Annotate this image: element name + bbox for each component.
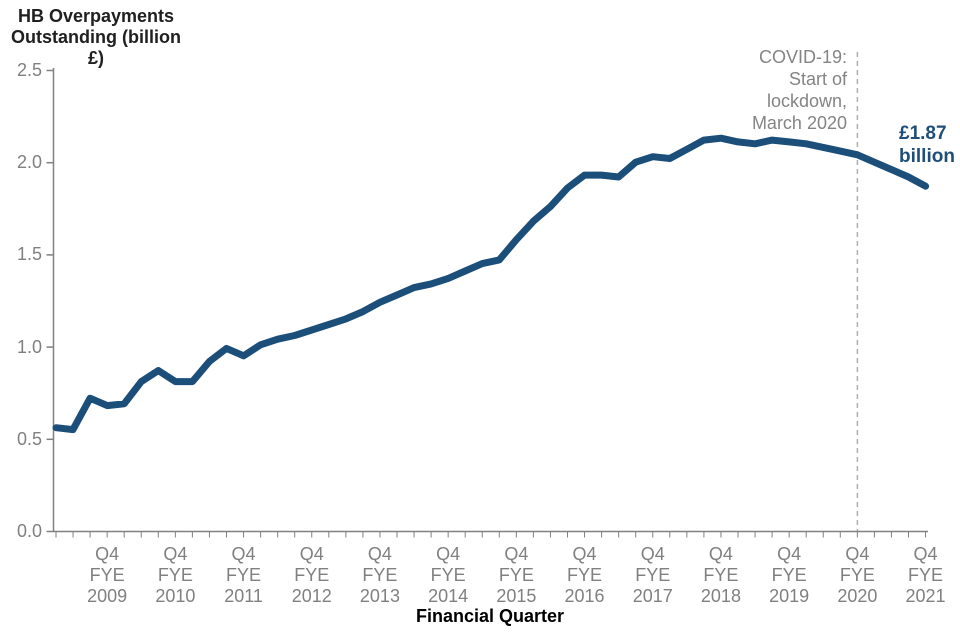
x-tick-label-line: 2014 [428,586,469,606]
x-tick-label: Q4 FYE 2019 [757,544,821,607]
covid-annotation-line: COVID-19: [758,47,847,67]
y-tick-label: 2.0 [16,152,42,173]
x-tick-label-line: FYE [294,565,330,585]
end-value-label-line: billion [899,146,955,167]
x-tick-label-line: Q4 [777,544,802,564]
x-tick-label-line: Q4 [299,544,324,564]
x-tick-label-line: 2018 [700,586,741,606]
x-tick-label-line: FYE [157,565,193,585]
x-tick-label-line: Q4 [367,544,392,564]
x-tick-label-line: 2017 [632,586,673,606]
end-value-label: £1.87 billion [899,122,959,168]
x-tick-label-line: 2021 [905,586,946,606]
x-tick-label: Q4 FYE 2014 [416,544,480,607]
y-tick-label: 1.0 [16,336,42,357]
x-tick-label-line: 2013 [359,586,400,606]
x-tick-label-line: Q4 [231,544,256,564]
x-tick-label-line: 2011 [224,586,263,606]
x-tick-label-line: FYE [703,565,739,585]
x-tick-label-line: 2019 [769,586,810,606]
x-tick-label-line: 2009 [87,586,128,606]
x-tick-label: Q4 FYE 2018 [689,544,753,607]
x-tick-label-line: Q4 [504,544,529,564]
x-tick-label-line: Q4 [95,544,120,564]
chart-title-line: Outstanding (billion [11,27,181,47]
x-tick-label-line: 2012 [291,586,332,606]
x-tick-label: Q4 FYE 2012 [280,544,344,607]
x-tick-label-line: FYE [226,565,262,585]
end-value-label-line: £1.87 [899,123,947,144]
x-tick-label-line: Q4 [572,544,597,564]
x-tick-label: Q4 FYE 2021 [894,544,958,607]
x-tick-label-line: 2015 [496,586,537,606]
x-tick-label-line: FYE [771,565,807,585]
x-axis-ticks [55,531,927,538]
x-tick-label-line: Q4 [845,544,870,564]
covid-annotation-line: Start of [788,69,847,89]
data-line-series [52,134,930,434]
y-tick-label: 0.5 [16,428,42,449]
x-tick-label-line: FYE [839,565,875,585]
x-tick-label-line: FYE [567,565,603,585]
x-tick-label: Q4 FYE 2013 [348,544,412,607]
x-tick-label-line: Q4 [913,544,938,564]
x-tick-label-line: FYE [430,565,466,585]
x-tick-label-line: FYE [635,565,671,585]
x-tick-label: Q4 FYE 2011 [212,544,276,607]
x-axis-title: Financial Quarter [415,606,565,626]
x-tick-label: Q4 FYE 2017 [621,544,685,607]
y-axis-ticks [46,69,54,533]
y-tick-label: 1.5 [16,244,42,265]
chart-title-line: £) [87,48,104,68]
x-tick-label-line: FYE [908,565,944,585]
y-tick-label: 2.5 [16,60,42,80]
covid-annotation: COVID-19: Start of lockdown, March 2020 [647,46,847,134]
x-tick-label: Q4 FYE 2015 [484,544,548,607]
chart-title-line: HB Overpayments [17,6,175,26]
x-tick-label-line: Q4 [640,544,665,564]
y-tick-label: 0.0 [16,521,42,541]
x-tick-label-line: Q4 [708,544,733,564]
x-tick-label: Q4 FYE 2016 [553,544,617,607]
x-tick-label-line: 2020 [837,586,878,606]
x-tick-label: Q4 FYE 2010 [143,544,207,607]
x-tick-label-line: Q4 [163,544,188,564]
x-tick-label: Q4 FYE 2020 [825,544,889,607]
x-tick-label-line: 2016 [564,586,605,606]
x-tick-label-line: 2010 [155,586,196,606]
chart-title: HB Overpayments Outstanding (billion £) [0,6,192,69]
covid-annotation-line: lockdown, [766,91,847,111]
x-tick-label: Q4 FYE 2009 [75,544,139,607]
covid-annotation-line: March 2020 [751,113,847,133]
x-tick-label-line: FYE [498,565,534,585]
x-tick-label-line: Q4 [436,544,461,564]
x-tick-label-line: FYE [89,565,125,585]
x-tick-label-line: FYE [362,565,398,585]
